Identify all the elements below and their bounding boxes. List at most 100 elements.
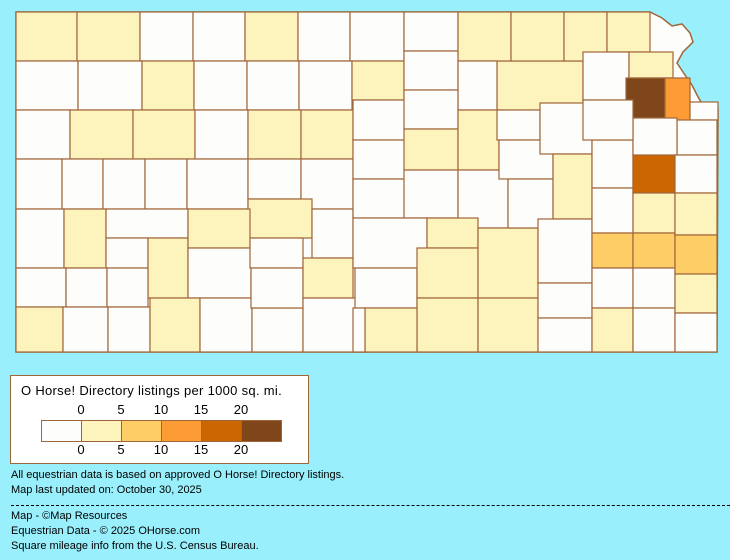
divider [11, 505, 730, 506]
county[interactable] [105, 237, 149, 269]
county[interactable] [187, 247, 252, 299]
county[interactable] [457, 109, 500, 171]
county[interactable] [300, 109, 354, 160]
county[interactable] [63, 208, 107, 269]
county[interactable] [537, 218, 593, 284]
county[interactable] [106, 267, 149, 308]
county[interactable] [199, 297, 253, 353]
county[interactable] [247, 158, 302, 200]
county[interactable] [477, 297, 539, 353]
county[interactable] [351, 60, 405, 101]
county[interactable] [689, 101, 719, 121]
county[interactable] [582, 99, 634, 141]
county[interactable] [632, 154, 676, 194]
county[interactable] [251, 307, 304, 353]
county[interactable] [76, 11, 141, 62]
county[interactable] [102, 158, 146, 210]
county[interactable] [105, 208, 189, 239]
county[interactable] [582, 51, 630, 101]
county[interactable] [246, 60, 300, 111]
county[interactable] [247, 198, 313, 239]
county[interactable] [676, 119, 718, 156]
county[interactable] [537, 317, 593, 353]
county[interactable] [537, 282, 593, 319]
county[interactable] [416, 247, 479, 299]
county[interactable] [144, 158, 188, 210]
county[interactable] [352, 99, 406, 141]
county[interactable] [426, 217, 479, 249]
county[interactable] [674, 154, 718, 194]
county[interactable] [674, 273, 718, 314]
county[interactable] [15, 306, 64, 353]
county[interactable] [62, 306, 109, 353]
county[interactable] [298, 60, 353, 111]
county[interactable] [244, 11, 299, 62]
county[interactable] [403, 169, 459, 219]
county[interactable] [249, 237, 304, 269]
county[interactable] [632, 307, 676, 353]
county[interactable] [552, 153, 593, 220]
legend-tick-label: 20 [233, 402, 249, 417]
county[interactable] [403, 89, 459, 130]
county[interactable] [352, 139, 406, 180]
county[interactable] [132, 109, 196, 160]
county[interactable] [15, 60, 79, 111]
county[interactable] [496, 60, 584, 111]
county[interactable] [403, 50, 459, 91]
county[interactable] [591, 139, 634, 189]
county[interactable] [147, 237, 189, 299]
county[interactable] [187, 208, 251, 249]
county[interactable] [403, 11, 459, 52]
county[interactable] [107, 306, 151, 353]
county[interactable] [477, 227, 539, 299]
county[interactable] [632, 117, 678, 156]
county[interactable] [247, 109, 302, 160]
county[interactable] [352, 217, 428, 269]
county[interactable] [141, 60, 195, 111]
county[interactable] [606, 11, 651, 53]
county[interactable] [354, 267, 418, 309]
county[interactable] [510, 11, 565, 62]
county[interactable] [139, 11, 194, 62]
county[interactable] [591, 307, 634, 353]
county[interactable] [65, 267, 108, 308]
county[interactable] [77, 60, 143, 111]
county[interactable] [69, 109, 134, 160]
county[interactable] [457, 60, 498, 111]
county[interactable] [403, 128, 459, 171]
county[interactable] [674, 192, 718, 236]
county[interactable] [628, 51, 674, 79]
county[interactable] [632, 232, 676, 269]
county[interactable] [674, 234, 718, 275]
county[interactable] [302, 257, 354, 299]
county[interactable] [15, 208, 65, 269]
county[interactable] [591, 232, 634, 269]
legend-swatch [42, 421, 82, 441]
county[interactable] [297, 11, 351, 62]
county[interactable] [591, 187, 634, 234]
county[interactable] [194, 109, 249, 160]
county[interactable] [632, 192, 676, 234]
county[interactable] [15, 158, 63, 210]
county[interactable] [632, 267, 676, 309]
county[interactable] [349, 11, 405, 62]
county[interactable] [15, 11, 78, 62]
county[interactable] [192, 11, 246, 62]
county[interactable] [15, 109, 71, 160]
county[interactable] [364, 307, 418, 353]
county[interactable] [250, 267, 304, 309]
county[interactable] [149, 297, 201, 353]
county[interactable] [591, 267, 634, 309]
legend-tick-label: 5 [117, 442, 125, 457]
county[interactable] [352, 307, 366, 353]
county[interactable] [186, 158, 249, 210]
county[interactable] [61, 158, 104, 210]
county[interactable] [311, 208, 354, 259]
county[interactable] [352, 178, 406, 219]
county[interactable] [15, 267, 67, 308]
county[interactable] [457, 11, 512, 62]
county[interactable] [496, 109, 541, 141]
county[interactable] [193, 60, 248, 111]
county[interactable] [416, 297, 479, 353]
county[interactable] [674, 312, 718, 353]
